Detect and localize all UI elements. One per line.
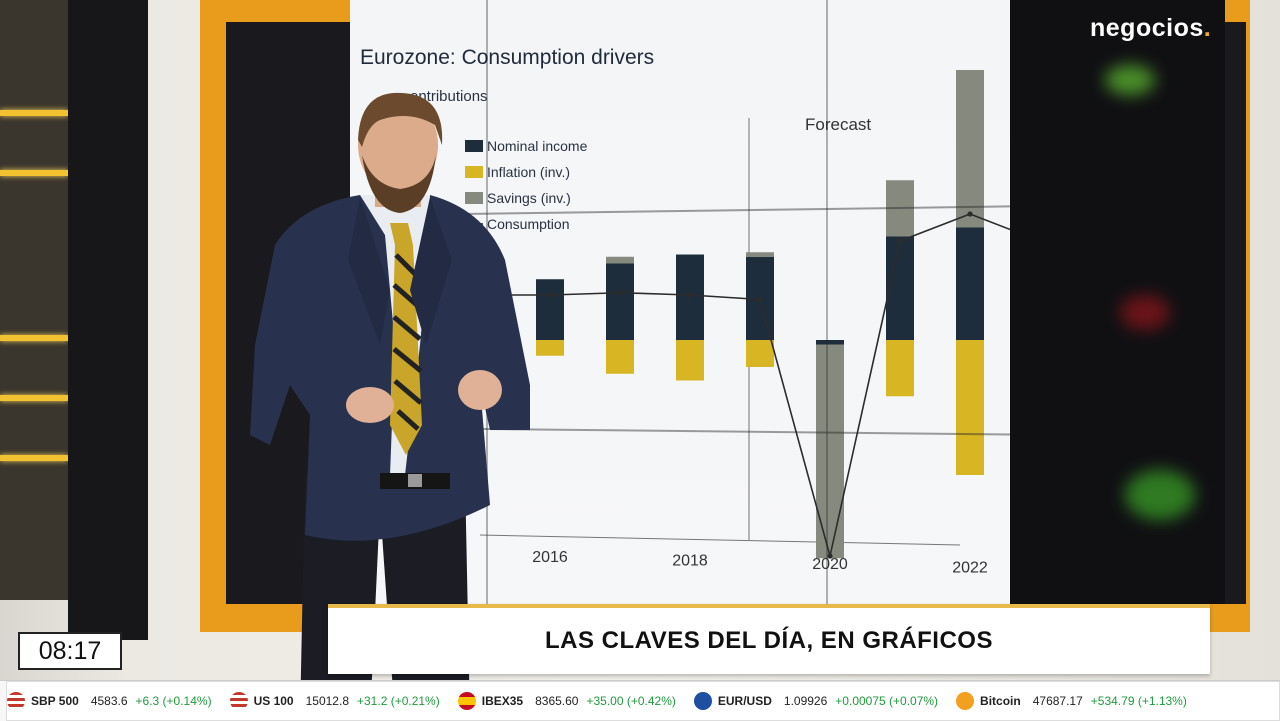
headline-bar: LAS CLAVES DEL DÍA, EN GRÁFICOS: [328, 604, 1210, 674]
ticker-item: SBP 500 4583.6 +6.3 (+0.14%): [7, 692, 212, 710]
channel-logo: negocios.: [1090, 14, 1211, 43]
eu-flag-icon: [693, 692, 712, 710]
right-screen-panel: [1010, 0, 1225, 604]
left-wall: [0, 0, 70, 600]
consumption-point-2022: [967, 211, 973, 217]
bar-savings-inv--2019: [746, 252, 774, 257]
bar-inflation-inv--2016: [536, 340, 564, 356]
bar-nominal-income-2022: [956, 227, 984, 340]
bar-savings-inv--2022: [956, 70, 984, 228]
bar-nominal-income-2017: [606, 263, 634, 340]
light-stripe: [0, 455, 68, 461]
studio-pillar: [68, 0, 148, 640]
x-tick-label: 2022: [952, 560, 988, 577]
bar-nominal-income-2020: [816, 340, 844, 345]
ticker-name: US 100: [253, 694, 294, 708]
light-stripe: [0, 395, 68, 401]
x-tick-label: 2018: [672, 552, 708, 569]
forecast-label: Forecast: [805, 115, 872, 134]
consumption-point-2018: [687, 292, 693, 298]
ticker-name: SBP 500: [31, 694, 79, 708]
light-stripe: [0, 110, 68, 116]
legend-item: Inflation (inv.): [465, 159, 587, 185]
x-tick-label: 2016: [532, 549, 568, 566]
ticker-value: 8365.60: [535, 694, 579, 708]
chart-canvas: 201620182020202220242026: [466, 70, 1010, 577]
ticker-change: +31.2 (+0.21%): [357, 694, 440, 708]
consumption-point-2017: [617, 290, 623, 296]
bar-inflation-inv--2017: [606, 340, 634, 374]
x-axis: [479, 534, 961, 546]
bar-inflation-inv--2018: [676, 340, 704, 381]
legend-item: Savings (inv.): [465, 185, 587, 211]
legend-label: Inflation (inv.): [487, 164, 570, 180]
ticker-change: +0.00075 (+0.07%): [835, 694, 939, 708]
ticker-value: 15012.8: [305, 694, 349, 708]
logo-text: negocios: [1090, 14, 1204, 42]
red-light: [1120, 295, 1170, 330]
bar-inflation-inv--2019: [746, 340, 774, 367]
logo-dot: .: [1203, 14, 1212, 42]
presenter: [250, 92, 530, 720]
ticker-change: +534.79 (+1.13%): [1090, 694, 1187, 708]
legend-swatch: [465, 192, 483, 204]
ticker-value: 4583.6: [90, 694, 128, 708]
slide-title: Eurozone: Consumption drivers: [360, 46, 655, 69]
green-light: [1125, 470, 1195, 520]
us-flag-icon: [229, 692, 248, 710]
market-ticker: SBP 500 4583.6 +6.3 (+0.14%) US 100 15012.8 +…: [0, 680, 1280, 721]
bar-nominal-income-2021: [886, 236, 914, 340]
ticker-value: 47687.17: [1032, 694, 1083, 708]
bar-inflation-inv--2021: [886, 340, 914, 397]
screen-seam: [826, 0, 828, 604]
ticker-name: Bitcoin: [980, 694, 1021, 708]
consumption-point-2019: [757, 296, 763, 303]
legend-swatch: [465, 166, 483, 178]
us-flag-icon: [7, 692, 25, 710]
legend-item: Nominal income: [465, 133, 587, 159]
ticker-name: IBEX35: [481, 694, 524, 708]
bar-nominal-income-2016: [536, 279, 564, 340]
chart-legend: Nominal income Inflation (inv.) Savings (i…: [465, 133, 587, 237]
bar-savings-inv--2021: [886, 180, 914, 237]
ticker-name: EUR/USD: [717, 694, 772, 708]
slide-subtitle: ontributions: [410, 88, 488, 105]
ticker-value: 1.09926: [783, 694, 828, 708]
ticker-item: US 100 15012.8 +31.2 (+0.21%): [229, 692, 440, 710]
bar-inflation-inv--2022: [956, 340, 984, 475]
light-stripe: [0, 170, 68, 176]
light-stripe: [0, 335, 68, 341]
clock: 08:17: [18, 632, 122, 670]
btc-flag-icon: [956, 692, 975, 710]
bar-savings-inv--2020: [816, 344, 844, 559]
bar-savings-inv--2017: [606, 256, 634, 264]
ticker-change: +35.00 (+0.42%): [586, 694, 676, 708]
consumption-point-2016: [547, 292, 553, 298]
legend-label: Nominal income: [487, 138, 588, 154]
legend-label: Savings (inv.): [487, 190, 571, 206]
ticker-item: IBEX35 8365.60 +35.00 (+0.42%): [457, 692, 676, 710]
headline-text: LAS CLAVES DEL DÍA, EN GRÁFICOS: [545, 627, 993, 654]
es-flag-icon: [457, 692, 476, 710]
legend-swatch: [465, 140, 483, 152]
consumption-line: [480, 213, 1010, 557]
x-tick-label: 2020: [812, 556, 848, 573]
green-light: [1105, 65, 1155, 95]
ticker-strip: SBP 500 4583.6 +6.3 (+0.14%) US 100 15012.8 +…: [6, 681, 1280, 721]
ticker-change: +6.3 (+0.14%): [135, 694, 212, 708]
consumption-point-2020: [827, 553, 833, 559]
ticker-item: EUR/USD 1.09926 +0.00075 (+0.07%): [693, 692, 939, 710]
ticker-item: Bitcoin 47687.17 +534.79 (+1.13%): [956, 692, 1187, 710]
legend-label: Consumption: [487, 216, 570, 232]
consumption-point-2021: [897, 238, 903, 244]
